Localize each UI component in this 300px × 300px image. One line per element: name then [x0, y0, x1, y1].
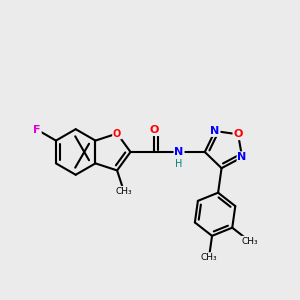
Text: O: O [150, 125, 159, 135]
Text: F: F [33, 125, 41, 135]
Text: N: N [174, 147, 184, 157]
Text: O: O [233, 129, 243, 139]
Text: N: N [210, 126, 220, 136]
Text: H: H [176, 159, 183, 169]
Text: CH₃: CH₃ [201, 253, 217, 262]
Text: O: O [113, 128, 121, 139]
Text: N: N [238, 152, 247, 162]
Text: CH₃: CH₃ [116, 187, 132, 196]
Text: CH₃: CH₃ [241, 237, 258, 246]
